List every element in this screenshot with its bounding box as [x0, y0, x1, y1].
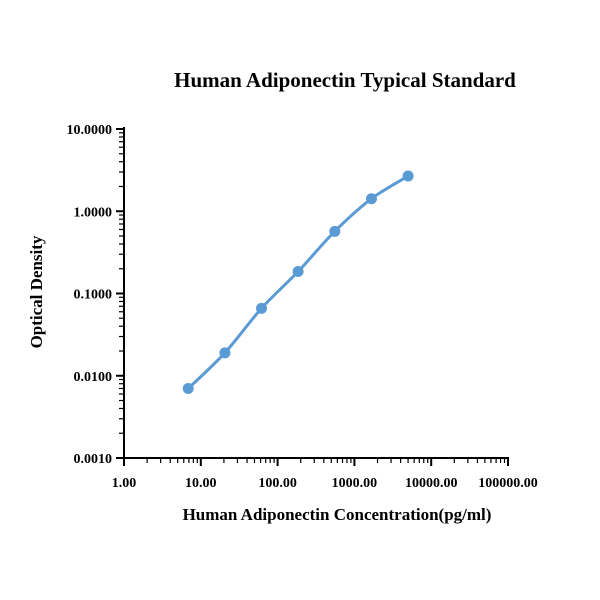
data-point	[365, 193, 377, 205]
data-point	[292, 266, 304, 278]
axes: 1.00 10.00 100.00 1000.00 10000.00 100000.00 0…	[67, 123, 538, 491]
data-point	[255, 302, 267, 314]
x-tick-label: 10000.00	[405, 476, 458, 491]
y-tick-label: 0.1000	[74, 288, 113, 303]
data-point	[182, 382, 194, 394]
data-point	[402, 170, 414, 182]
y-axis-label: Optical Density	[27, 235, 46, 348]
x-tick-label: 100.00	[258, 476, 297, 491]
x-tick-label: 1.00	[112, 476, 137, 491]
x-tick-label: 10.00	[185, 476, 217, 491]
y-tick-label: 10.0000	[67, 123, 113, 138]
data-point	[219, 347, 231, 359]
x-tick-label: 100000.00	[478, 476, 538, 491]
chart-title: Human Adiponectin Typical Standard	[174, 68, 516, 92]
data-point	[329, 225, 341, 237]
y-tick-label: 0.0100	[74, 370, 113, 385]
x-tick-label: 1000.00	[332, 476, 378, 491]
y-tick-label: 0.0010	[74, 452, 113, 467]
y-tick-label: 1.0000	[74, 205, 113, 220]
x-axis-label: Human Adiponectin Concentration(pg/ml)	[183, 505, 492, 524]
data-series	[182, 170, 414, 394]
